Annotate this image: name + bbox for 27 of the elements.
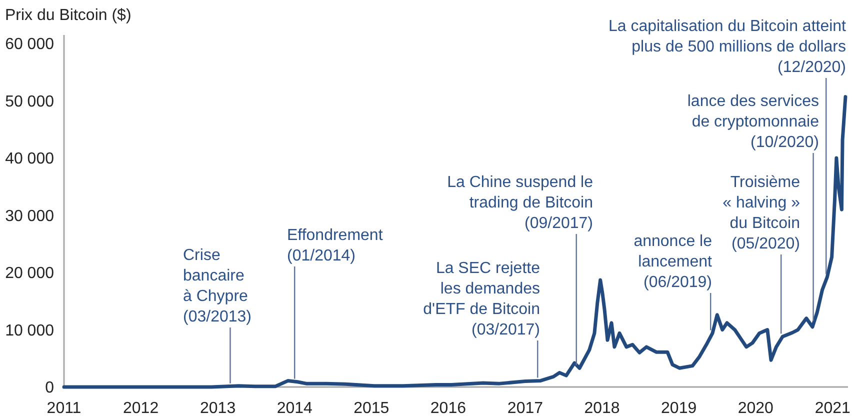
annotation: Troisième « halving » du Bitcoin (05/2020) [722,174,800,252]
y-tick-label: 50 000 [5,93,54,110]
y-axis-title: Prix du Bitcoin ($) [5,7,132,24]
y-tick-label: 60 000 [5,36,54,54]
annotation: La Chine suspend le trading de Bitcoin (09/2017) [447,174,594,232]
annotation: lance des services de cryptomonnaie (10/2020) [687,93,820,151]
annotation: annonce le lancement (06/2019) [634,233,713,291]
x-tick-label: 2017 [507,400,544,417]
y-tick-label: 40 000 [5,150,54,168]
y-tick-label: 0 [45,380,54,397]
annotation: La SEC rejette les demandes d'ETF de Bitcoin (03/2017) [423,260,540,338]
y-tick-label: 20 000 [5,265,54,282]
annotation: Crise bancaire à Chypre (03/2013) [183,247,252,326]
x-tick-label: 2020 [738,400,774,417]
x-tick-label: 2013 [200,400,236,417]
x-tick-label: 2015 [354,400,390,417]
x-tick-label: 2016 [430,400,466,417]
x-tick-label: 2012 [123,400,159,417]
x-tick-label: 2014 [276,400,313,417]
x-tick-label: 2019 [661,400,697,417]
y-tick-label: 10 000 [5,322,54,340]
annotation: Effondrement (01/2014) [287,227,384,264]
x-tick-label: 2011 [46,400,82,417]
x-tick-label: 2021 [814,400,851,417]
annotation: La capitalisation du Bitcoin atteint plus de 500 millions de dollars (12/2020) [608,18,847,76]
x-tick-label: 2018 [584,400,620,417]
y-tick-label: 30 000 [5,208,54,225]
